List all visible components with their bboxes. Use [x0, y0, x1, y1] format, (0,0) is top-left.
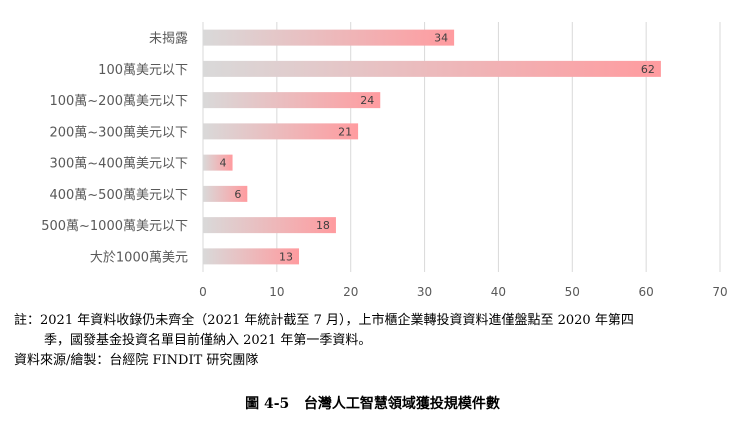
x-tick-label: 70 [712, 285, 727, 299]
footnote-line-2: 季，國發基金投資名單目前僅納入 2021 年第一季資料。 [44, 333, 372, 348]
figure-title: 台灣人工智慧領域獲投規模件數 [303, 396, 500, 412]
data-label: 21 [338, 125, 352, 138]
figure-caption: 圖 4-5 台灣人工智慧領域獲投規模件數 [0, 393, 745, 413]
footnote-line-1: 註：2021 年資料收錄仍未齊全（2021 年統計截至 7 月），上市櫃企業轉投… [14, 313, 634, 328]
bar [203, 217, 336, 234]
gridlines [202, 22, 721, 272]
data-label: 6 [234, 188, 241, 201]
x-tick-label: 10 [269, 285, 284, 299]
category-label: 400萬~500萬美元以下 [49, 188, 188, 203]
bar [203, 29, 455, 46]
x-tick-label: 40 [491, 285, 506, 299]
category-label: 100萬美元以下 [98, 63, 188, 78]
bar-chart: 34 62 24 21 4 6 18 13 未揭露 100萬美元以下 100萬~200萬美元以下 2… [41, 22, 728, 299]
category-label: 500萬~1000萬美元以下 [41, 219, 188, 234]
bar [203, 60, 661, 77]
x-tick-label: 30 [417, 285, 432, 299]
source-note: 資料來源/繪製：台經院 FINDIT 研究團隊 [14, 353, 259, 368]
data-label: 34 [434, 32, 448, 45]
data-label: 18 [316, 219, 330, 232]
category-label: 300萬~400萬美元以下 [49, 157, 188, 172]
x-tick-label: 50 [565, 285, 580, 299]
category-label: 200萬~300萬美元以下 [49, 125, 188, 140]
bar [203, 185, 248, 202]
bar [203, 123, 359, 140]
x-tick-label: 0 [199, 285, 207, 299]
x-tick-label: 20 [343, 285, 358, 299]
category-label: 100萬~200萬美元以下 [49, 94, 188, 109]
category-label: 未揭露 [149, 32, 188, 47]
bar [203, 92, 381, 109]
data-label: 24 [360, 94, 374, 107]
category-label: 大於1000萬美元 [90, 249, 188, 265]
figure-number: 圖 4-5 [245, 396, 290, 412]
category-labels: 未揭露 100萬美元以下 100萬~200萬美元以下 200萬~300萬美元以下 300… [41, 32, 188, 266]
bar [203, 154, 233, 171]
bar [203, 248, 300, 265]
x-axis-tick-labels: 0 10 20 30 40 50 60 70 [199, 285, 727, 299]
data-label: 4 [220, 157, 227, 170]
x-tick-label: 60 [639, 285, 654, 299]
bars: 34 62 24 21 4 6 18 13 [203, 29, 661, 265]
data-label: 62 [641, 63, 655, 76]
data-label: 13 [279, 250, 293, 263]
